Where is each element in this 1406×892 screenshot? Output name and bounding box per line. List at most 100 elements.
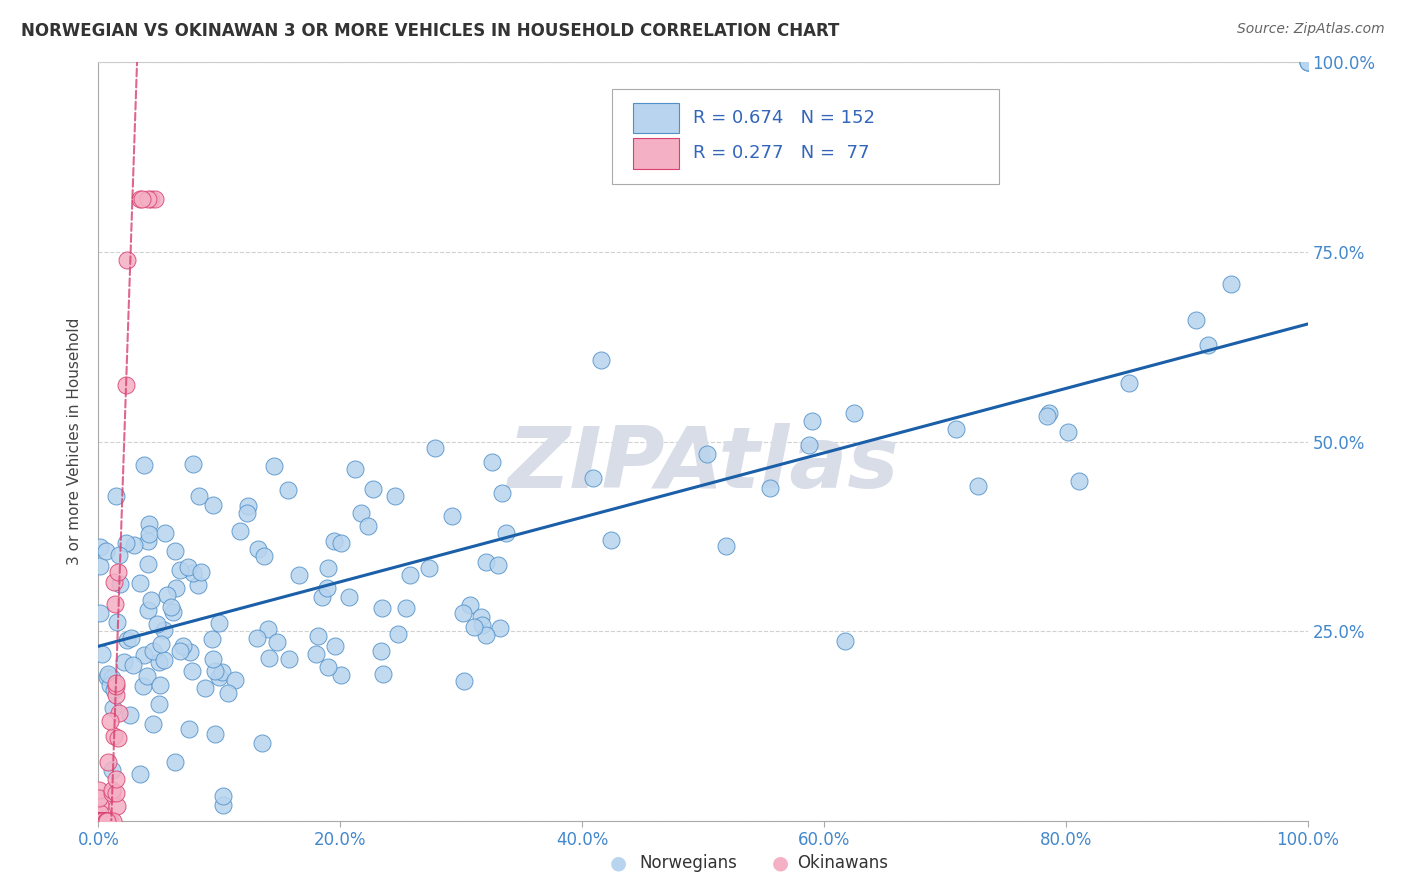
Point [148,655,170,669]
Point [89,607,111,621]
Point [89,814,111,828]
Point [100,783,122,797]
Point [1296,55,1319,70]
Point [318,561,340,575]
Point [172,639,194,653]
Point [138,516,160,531]
Point [142,643,165,657]
Point [441,509,464,524]
Point [105,489,128,503]
Point [91,814,114,828]
Point [97,666,120,681]
Point [142,716,165,731]
Point [181,457,204,471]
Point [169,644,191,658]
Point [361,482,384,496]
Point [87,814,110,828]
Text: Source: ZipAtlas.com: Source: ZipAtlas.com [1237,22,1385,37]
Point [96,814,118,828]
Point [93,814,115,828]
Text: R = 0.674   N = 152: R = 0.674 N = 152 [693,109,876,127]
Point [121,658,143,673]
Point [89,814,111,828]
Point [224,673,246,687]
Text: NORWEGIAN VS OKINAWAN 3 OR MORE VEHICLES IN HOUSEHOLD CORRELATION CHART: NORWEGIAN VS OKINAWAN 3 OR MORE VEHICLES… [21,22,839,40]
Y-axis label: 3 or more Vehicles in Household: 3 or more Vehicles in Household [67,318,83,566]
Point [105,799,128,814]
Point [134,458,156,473]
Point [495,525,517,540]
Point [89,814,111,828]
Point [277,483,299,497]
Point [136,557,159,571]
Point [305,647,328,661]
Point [103,814,125,828]
Point [136,669,159,683]
Point [589,352,612,367]
Point [136,602,159,616]
Point [93,814,115,828]
Point [89,806,111,821]
Point [307,630,329,644]
Point [90,814,112,828]
Point [89,814,111,828]
Point [491,486,513,500]
Point [162,605,184,619]
Point [149,678,172,692]
Point [136,192,159,206]
Point [246,631,269,645]
Point [246,542,269,557]
Point [318,660,340,674]
Point [451,607,474,621]
Point [112,655,135,669]
Point [160,599,183,614]
Point [204,726,226,740]
Point [343,462,366,476]
Point [1197,337,1219,351]
Point [101,763,124,777]
Point [132,679,155,693]
Point [134,648,156,662]
Point [138,527,160,541]
Point [423,442,446,456]
Point [105,786,128,800]
Point [190,565,212,579]
Point [89,559,111,574]
Point [387,627,409,641]
Point [91,814,114,828]
Point [89,814,111,828]
Point [311,590,333,604]
Point [91,814,114,828]
Point [89,814,111,828]
Point [1219,277,1241,291]
Point [89,814,111,828]
Point [834,634,856,648]
Point [463,620,485,634]
Point [101,701,124,715]
Point [967,479,990,493]
Point [93,814,115,828]
Point [179,644,201,658]
Point [91,814,114,828]
Point [115,252,138,267]
Point [87,814,110,828]
Point [90,814,112,828]
Point [155,525,177,540]
Point [87,814,110,828]
Point [323,534,346,549]
Point [329,667,352,681]
Point [212,789,235,804]
Point [1184,312,1206,326]
Point [481,455,503,469]
Point [236,500,259,514]
Point [800,414,823,428]
Point [229,524,252,538]
Point [94,544,117,558]
Point [89,540,111,554]
Point [1067,474,1090,488]
Point [94,814,117,828]
Point [105,615,128,630]
Point [139,192,162,206]
Point [91,814,114,828]
Point [187,489,209,503]
